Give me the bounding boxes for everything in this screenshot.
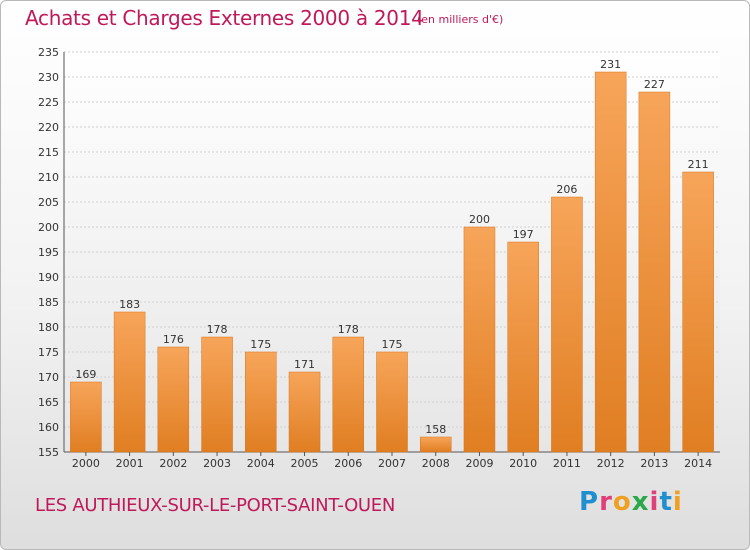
bar-2001 — [113, 311, 146, 453]
x-tick-label-2004: 2004 — [247, 457, 275, 470]
bar-2011 — [551, 196, 583, 453]
commune-name: LES AUTHIEUX-SUR-LE-PORT-SAINT-OUEN — [35, 495, 396, 516]
value-label-2012: 231 — [600, 58, 621, 71]
y-tick-label: 190 — [38, 271, 59, 284]
y-tick-label: 230 — [38, 71, 59, 84]
logo-letter: t — [659, 487, 673, 517]
proxiti-logo: Proxiti — [579, 487, 683, 517]
y-tick-label: 225 — [38, 96, 59, 109]
value-label-2010: 197 — [513, 228, 534, 241]
y-tick-label: 200 — [38, 221, 59, 234]
value-label-2009: 200 — [469, 213, 490, 226]
value-label-2006: 178 — [338, 323, 359, 336]
bar-2002 — [157, 346, 190, 453]
value-label-2011: 206 — [556, 183, 577, 196]
bar-2014 — [682, 171, 714, 453]
bar-2000 — [70, 381, 102, 453]
bar-2005 — [288, 371, 321, 453]
y-tick-label: 215 — [38, 146, 59, 159]
x-tick-label-2007: 2007 — [378, 457, 406, 470]
value-label-2007: 175 — [382, 338, 403, 351]
bar-2007 — [376, 351, 408, 453]
bar-2013 — [638, 91, 671, 453]
y-tick-label: 205 — [38, 196, 59, 209]
logo-letter: P — [579, 487, 600, 517]
y-tick-label: 220 — [38, 121, 59, 134]
x-tick-label-2013: 2013 — [640, 457, 668, 470]
y-tick-label: 210 — [38, 171, 59, 184]
bar-2003 — [201, 336, 233, 453]
y-tick-label: 175 — [38, 346, 59, 359]
logo-letter: o — [612, 487, 632, 517]
y-tick-label: 165 — [38, 396, 59, 409]
x-tick-label-2006: 2006 — [334, 457, 362, 470]
value-label-2000: 169 — [75, 368, 96, 381]
logo-letter: i — [672, 487, 683, 517]
value-label-2004: 175 — [250, 338, 271, 351]
x-tick-label-2003: 2003 — [203, 457, 231, 470]
value-label-2005: 171 — [294, 358, 315, 371]
value-label-2013: 227 — [644, 78, 665, 91]
logo-letter: r — [599, 487, 613, 517]
chart-title: Achats et Charges Externes 2000 à 2014 — [25, 6, 424, 30]
chart-unit: (en milliers d'€) — [417, 13, 504, 26]
x-tick-label-2001: 2001 — [116, 457, 144, 470]
value-label-2008: 158 — [425, 423, 446, 436]
y-tick-label: 195 — [38, 246, 59, 259]
y-tick-label: 180 — [38, 321, 59, 334]
bar-2009 — [463, 226, 496, 453]
bar-2006 — [332, 336, 365, 453]
x-tick-label-2010: 2010 — [509, 457, 537, 470]
logo-letter: i — [649, 487, 660, 517]
value-label-2014: 211 — [688, 158, 709, 171]
x-tick-label-2005: 2005 — [291, 457, 319, 470]
x-tick-label-2000: 2000 — [72, 457, 100, 470]
x-tick-label-2009: 2009 — [465, 457, 493, 470]
bar-2008 — [419, 436, 452, 453]
value-label-2002: 176 — [163, 333, 184, 346]
value-label-2003: 178 — [207, 323, 228, 336]
y-tick-label: 155 — [38, 446, 59, 459]
y-tick-label: 160 — [38, 421, 59, 434]
x-tick-label-2008: 2008 — [422, 457, 450, 470]
x-tick-label-2014: 2014 — [684, 457, 712, 470]
y-tick-label: 170 — [38, 371, 59, 384]
bar-2010 — [507, 241, 539, 453]
bar-2004 — [245, 351, 277, 453]
y-tick-label: 185 — [38, 296, 59, 309]
bar-2012 — [594, 71, 627, 453]
logo-letter: x — [631, 487, 650, 517]
y-tick-label: 235 — [38, 46, 59, 59]
value-label-2001: 183 — [119, 298, 140, 311]
x-tick-label-2002: 2002 — [159, 457, 187, 470]
x-tick-label-2011: 2011 — [553, 457, 581, 470]
x-tick-label-2012: 2012 — [597, 457, 625, 470]
